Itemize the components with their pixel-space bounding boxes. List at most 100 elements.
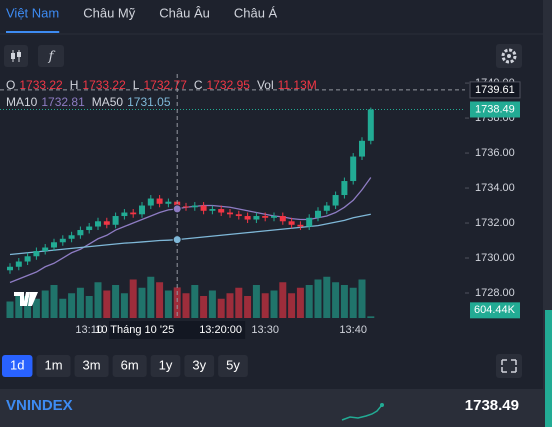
candle-body — [24, 256, 31, 262]
candle-button[interactable] — [4, 45, 28, 67]
volume-label: 604.44K — [474, 304, 516, 316]
sparkline-dot — [380, 403, 384, 407]
candle-body — [323, 205, 330, 211]
candle-body — [271, 216, 277, 218]
crosshair-date: 10 Tháng 10 '25 — [95, 324, 174, 336]
volume-bar — [314, 279, 322, 318]
range-button[interactable]: 1m — [36, 355, 71, 377]
candle-body — [95, 221, 101, 227]
volume-bar — [340, 285, 348, 318]
volume-bar — [120, 293, 128, 318]
legend-value: 1732.95 — [207, 78, 251, 92]
candle-body — [147, 198, 154, 206]
crosshair-label-bg — [109, 321, 246, 339]
candle-body — [139, 205, 145, 215]
candle-body — [341, 181, 348, 196]
candle-body — [121, 212, 128, 217]
candle-body — [367, 109, 374, 141]
tab[interactable]: Châu Mỹ — [83, 5, 136, 20]
candle-body — [218, 209, 225, 213]
icon: f — [48, 50, 56, 65]
range-button-bg — [74, 355, 109, 377]
y-tick-label: 1730.00 — [475, 252, 515, 264]
candle-body — [279, 216, 286, 222]
range-button[interactable]: 3y — [184, 355, 215, 377]
legend-value: 11.13M — [278, 78, 317, 92]
tab[interactable]: Châu Á — [234, 5, 278, 20]
volume-bar — [129, 279, 137, 318]
volume-bar — [138, 287, 146, 318]
range-button[interactable]: 6m — [112, 355, 147, 377]
ma-legend-key: MA10 — [6, 95, 38, 109]
candle-body — [77, 230, 84, 236]
volume-bar — [24, 296, 32, 318]
range-label: 1d — [10, 357, 24, 372]
icon — [17, 52, 21, 57]
legend-key: C — [194, 78, 203, 92]
candle-body — [51, 242, 57, 248]
volume-bar — [349, 287, 357, 318]
ma-legend-value: 1731.05 — [127, 95, 171, 109]
range-button[interactable]: 3m — [74, 355, 109, 377]
range-button-bg — [184, 355, 215, 377]
crosshair-time: 13:20:00 — [199, 324, 242, 336]
range-label: 6m — [121, 357, 139, 372]
volume-bar — [112, 285, 120, 318]
volume-bar — [261, 293, 269, 318]
price: 1738.49 — [465, 397, 519, 414]
candle-body — [130, 212, 137, 215]
icon — [507, 54, 511, 58]
volume-bar — [182, 293, 190, 318]
range-label: 1m — [44, 357, 62, 372]
tab[interactable]: Châu Âu — [159, 5, 210, 20]
volume-bar — [41, 290, 49, 318]
candle-body — [112, 216, 119, 225]
candle-body — [191, 205, 198, 208]
quote-row[interactable] — [0, 389, 543, 427]
volume-bar — [252, 285, 260, 318]
candle-body — [68, 235, 75, 239]
range-button-bg — [2, 355, 33, 377]
volume-bar — [15, 293, 23, 318]
sparkline — [341, 404, 383, 421]
range-button[interactable]: 1d — [2, 355, 33, 377]
volume-bar — [94, 282, 102, 318]
tab[interactable]: Việt Nam — [6, 5, 59, 20]
range-label: 3y — [192, 357, 206, 372]
last-price-bg — [470, 101, 520, 118]
icon — [11, 53, 15, 59]
range-button[interactable]: 1y — [150, 355, 181, 377]
x-tick-label: 13:10 — [75, 324, 103, 336]
side-panel-block — [545, 310, 552, 427]
volume-bar — [59, 298, 67, 318]
candle-body — [200, 205, 207, 211]
volume-bar — [244, 296, 252, 318]
fullscreen-button[interactable] — [496, 354, 522, 378]
volume-bar — [147, 276, 155, 318]
volume-bar — [191, 285, 199, 318]
ma-legend-value: 1732.81 — [41, 95, 85, 109]
volume-bar — [367, 316, 375, 318]
x-tick-label: 13:40 — [339, 324, 367, 336]
chart-area — [0, 74, 520, 320]
candle-body — [350, 156, 357, 182]
volume-bar — [173, 287, 181, 318]
candle-body — [235, 214, 242, 217]
legend-key: O — [6, 78, 15, 92]
volume-bar — [32, 298, 40, 318]
range-button-bg — [218, 355, 248, 377]
range-button[interactable]: 5y — [218, 355, 248, 377]
legend-value: 1733.22 — [82, 78, 126, 92]
volume-bar — [235, 287, 243, 318]
legend-value: 1733.22 — [19, 78, 63, 92]
candle-body — [332, 195, 339, 206]
last-price-label: 1738.49 — [475, 103, 515, 115]
volume-bar — [305, 285, 313, 318]
volume-bar — [217, 298, 225, 318]
volume-bar — [332, 282, 340, 318]
candle-body — [59, 238, 66, 243]
side-panel — [543, 0, 552, 427]
indicator-button[interactable] — [38, 45, 64, 67]
candle-body — [86, 226, 93, 231]
candle-body — [42, 247, 49, 252]
